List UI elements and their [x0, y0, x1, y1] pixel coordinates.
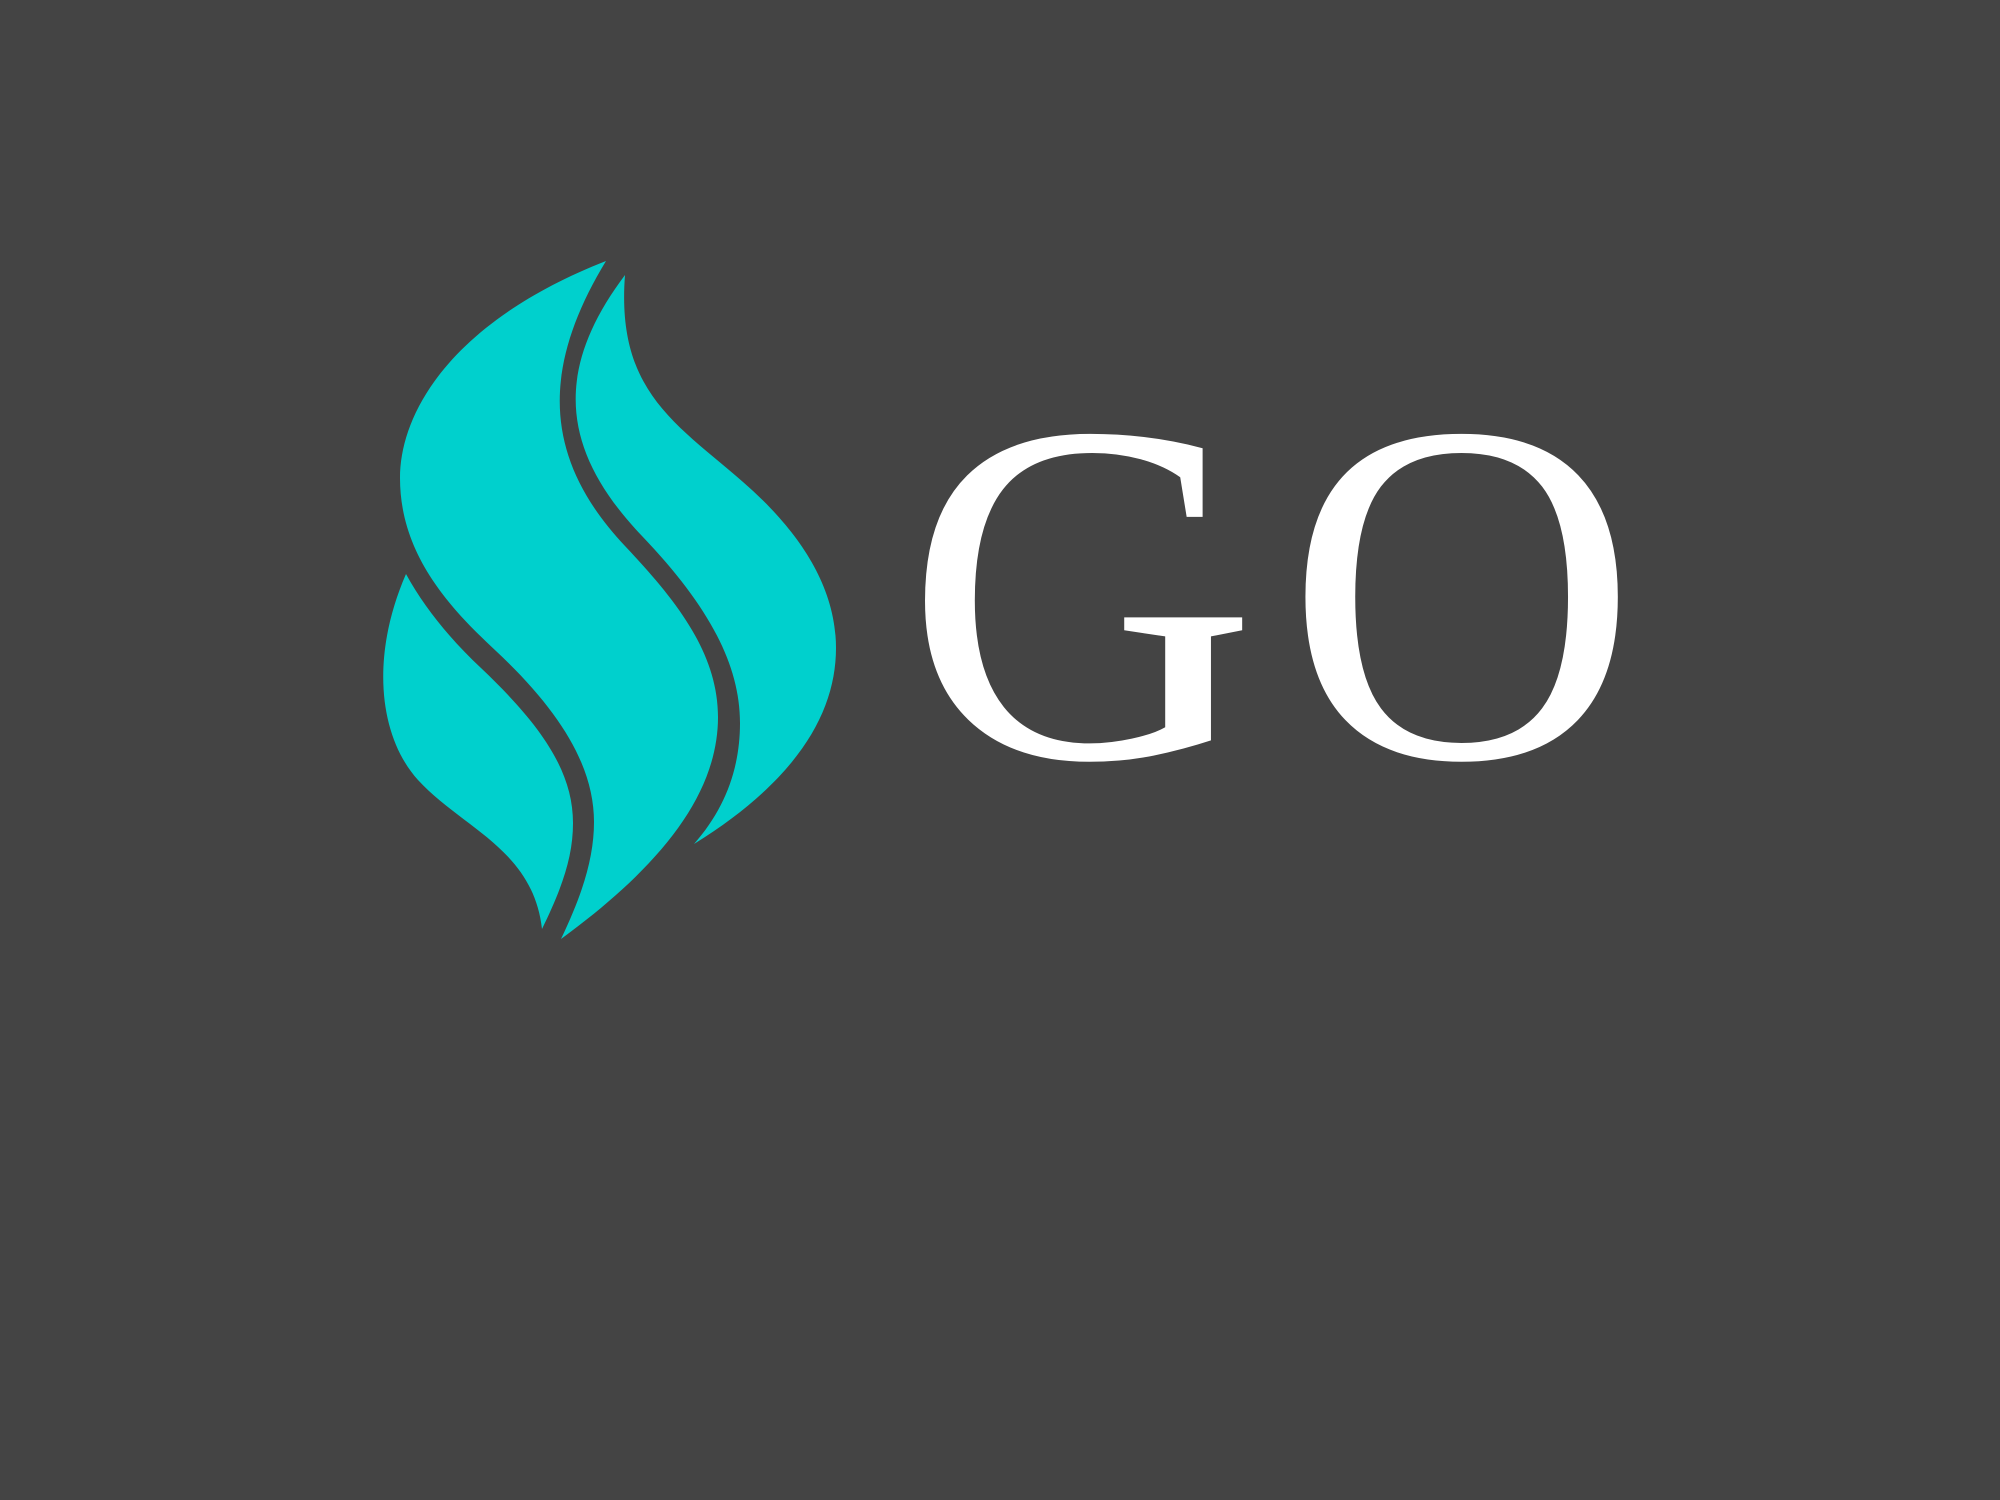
flame-right-tongue	[575, 275, 836, 844]
logo-wordmark: GO	[905, 322, 1666, 863]
flame-left-tongue	[383, 574, 573, 929]
flame-shapes	[383, 261, 836, 939]
flame-center-tongue	[400, 261, 718, 939]
